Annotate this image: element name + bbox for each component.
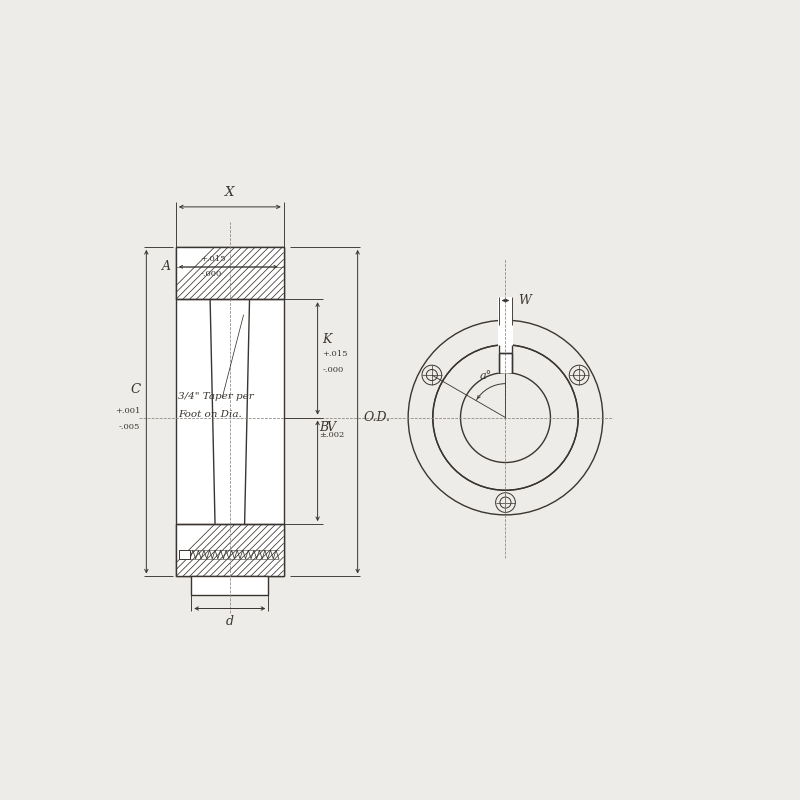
Bar <box>176 524 284 577</box>
Text: +.001: +.001 <box>115 407 140 415</box>
Text: X: X <box>225 186 234 199</box>
Text: -.000: -.000 <box>201 270 222 278</box>
Text: d: d <box>226 614 234 628</box>
Text: +.015: +.015 <box>201 255 226 263</box>
Text: +.015: +.015 <box>322 350 348 358</box>
Text: ±.002: ±.002 <box>319 431 344 439</box>
Text: a°: a° <box>480 370 492 381</box>
Bar <box>179 550 190 559</box>
Bar <box>176 247 284 299</box>
Text: Foot on Dia.: Foot on Dia. <box>178 410 242 419</box>
Text: -.005: -.005 <box>119 423 140 431</box>
Text: O.D.: O.D. <box>364 411 391 424</box>
Bar <box>191 577 268 595</box>
Text: A: A <box>162 260 171 274</box>
Text: 3/4" Taper per: 3/4" Taper per <box>178 392 254 401</box>
Bar <box>498 320 513 373</box>
Text: K: K <box>322 334 332 346</box>
Text: W: W <box>518 294 531 307</box>
Text: -.000: -.000 <box>322 366 344 374</box>
Bar <box>176 247 284 577</box>
Text: C: C <box>130 383 140 396</box>
Bar <box>498 298 513 346</box>
Text: B: B <box>319 421 328 434</box>
Text: V: V <box>327 421 336 434</box>
